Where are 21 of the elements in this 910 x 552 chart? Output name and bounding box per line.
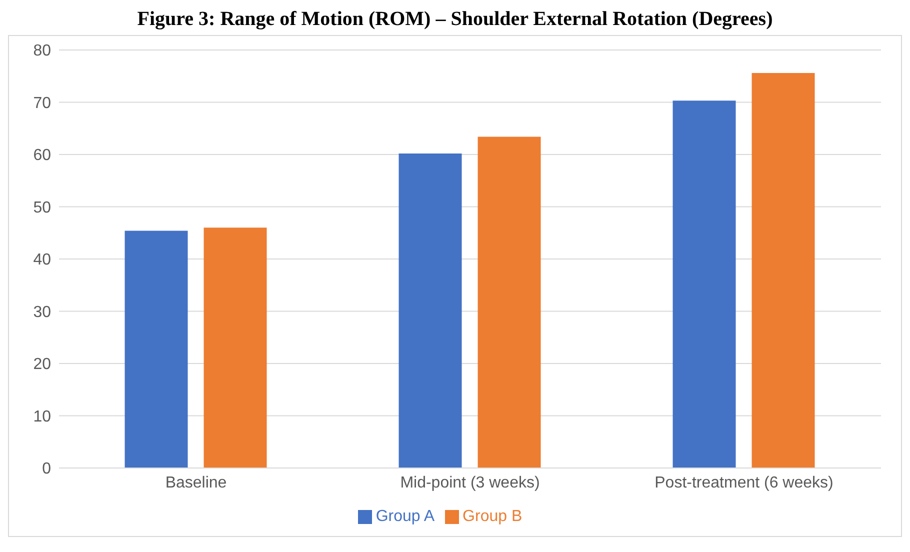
y-tick-label: 80	[33, 42, 52, 60]
y-tick-label: 40	[33, 252, 52, 269]
x-tick-label: Post-treatment (6 weeks)	[654, 474, 834, 492]
y-tick-label: 60	[33, 147, 52, 164]
bar	[204, 228, 267, 468]
y-tick-label: 70	[33, 94, 52, 112]
legend-label: Group A	[376, 508, 435, 525]
legend-label: Group B	[462, 508, 522, 525]
y-tick-label: 0	[42, 460, 52, 478]
bar	[672, 100, 736, 468]
bar	[124, 230, 188, 468]
bar	[478, 136, 541, 468]
chart-title: Figure 3: Range of Motion (ROM) – Shoulder External Rotation (Degrees)	[136, 8, 774, 31]
bar	[752, 72, 815, 468]
x-tick-label: Baseline	[165, 474, 227, 492]
y-tick-label: 10	[33, 408, 52, 426]
y-tick-label: 50	[33, 199, 52, 216]
y-tick-label: 30	[33, 304, 52, 321]
x-tick-label: Mid-point (3 weeks)	[400, 474, 540, 492]
bar	[398, 153, 462, 468]
y-tick-label: 20	[33, 356, 52, 374]
